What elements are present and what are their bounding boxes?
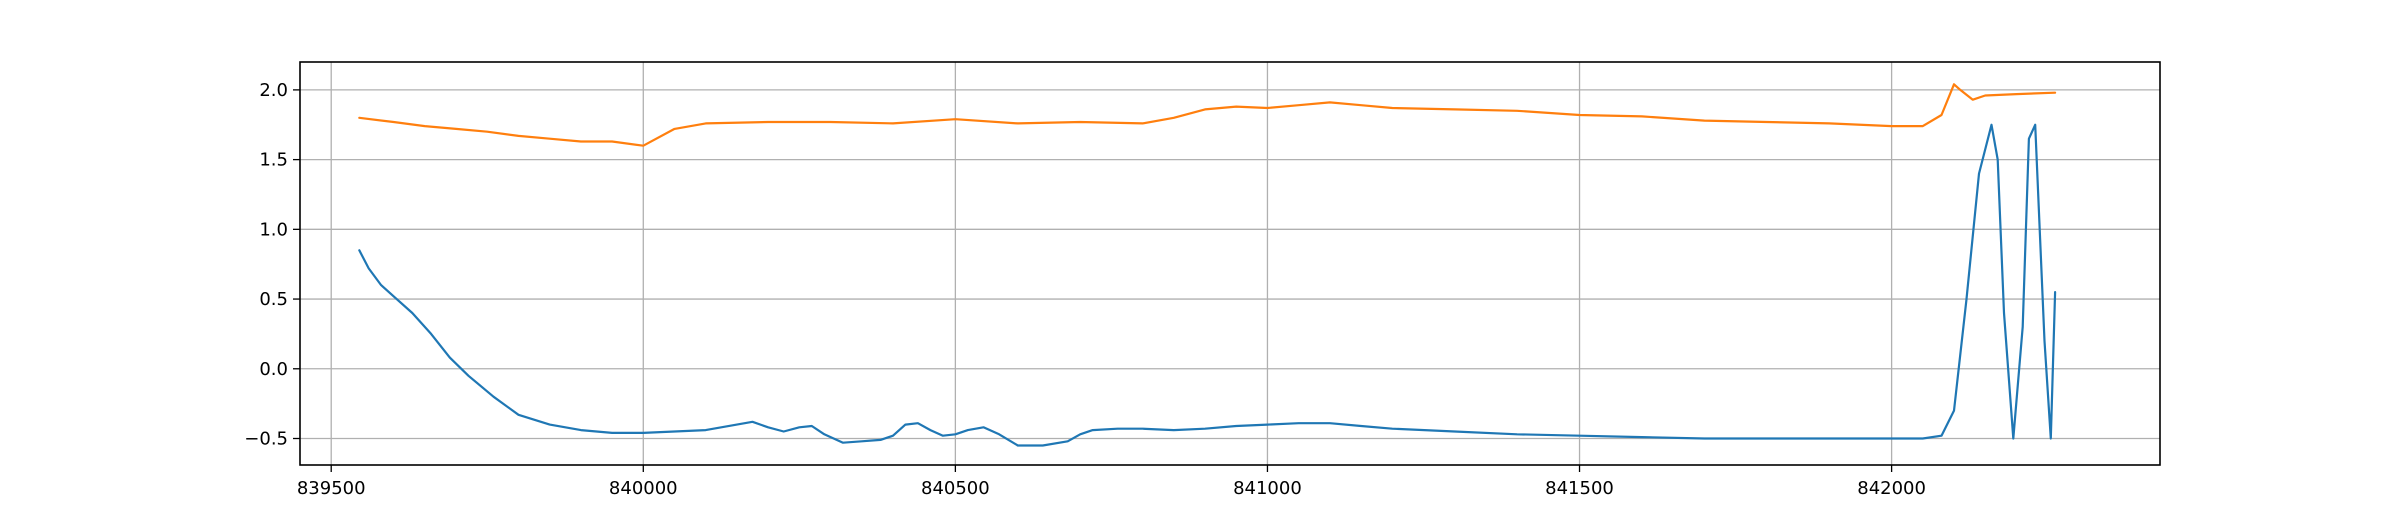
x-tick-label: 841500	[1545, 478, 1614, 499]
y-tick-label: 1.5	[259, 150, 288, 171]
grid-lines	[300, 62, 2160, 465]
y-tick-label: 1.0	[259, 219, 288, 240]
x-tick-label: 842000	[1857, 478, 1926, 499]
x-axis: 839500 840000 840500 841000 841500 842000	[297, 465, 1926, 499]
plot-frame	[299, 61, 2161, 466]
series-line-2	[358, 83, 2057, 147]
x-tick-label: 840500	[921, 478, 990, 499]
x-tick-label: 840000	[609, 478, 678, 499]
y-tick-label: 0.0	[259, 359, 288, 380]
y-tick-label: 0.5	[259, 289, 288, 310]
plot-frame-border	[299, 61, 2161, 466]
x-tick-label: 839500	[297, 478, 366, 499]
y-tick-label: 2.0	[259, 80, 288, 101]
x-tick-label: 841000	[1233, 478, 1302, 499]
series-line-1	[358, 123, 2057, 447]
y-axis: −0.5 0.0 0.5 1.0 1.5 2.0	[244, 80, 300, 450]
y-tick-label: −0.5	[244, 429, 288, 450]
series-lines	[358, 83, 2057, 447]
